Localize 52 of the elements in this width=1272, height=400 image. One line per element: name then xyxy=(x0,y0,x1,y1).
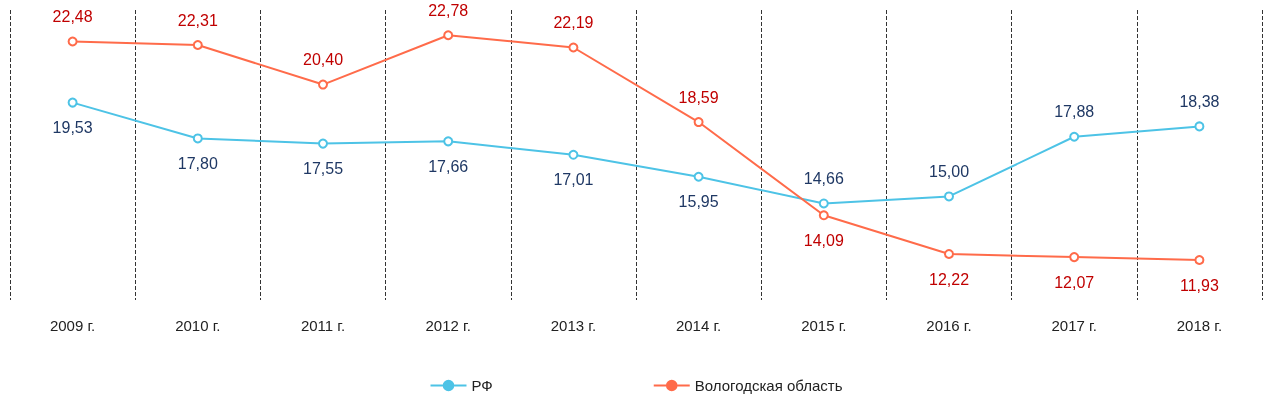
x-tick-label: 2016 г. xyxy=(926,317,972,334)
point xyxy=(67,36,78,47)
data-label: 17,88 xyxy=(1054,103,1095,121)
x-tick-label: 2014 г. xyxy=(675,317,722,334)
point xyxy=(67,97,78,108)
data-label: 20,40 xyxy=(302,51,344,69)
point xyxy=(818,198,829,209)
point xyxy=(318,138,328,149)
x-tick-label: 2017 г. xyxy=(1051,317,1097,334)
data-label: 14,09 xyxy=(803,231,844,249)
point xyxy=(1069,131,1080,142)
point xyxy=(318,79,328,90)
data-label: 17,80 xyxy=(177,154,218,172)
point xyxy=(944,249,954,260)
data-label: 17,55 xyxy=(302,160,344,178)
data-label: 12,07 xyxy=(1054,273,1095,291)
legend-label: РФ xyxy=(471,377,493,394)
point xyxy=(1194,255,1205,266)
data-label: 18,38 xyxy=(1179,92,1220,110)
x-tick-label: 2010 г. xyxy=(175,317,221,334)
data-label: 12,22 xyxy=(928,270,970,288)
data-label: 17,01 xyxy=(553,171,594,189)
point xyxy=(192,40,203,50)
data-label: 22,31 xyxy=(177,11,218,29)
x-tick-label: 2015 г. xyxy=(801,317,847,334)
point xyxy=(443,30,454,41)
point xyxy=(944,191,954,202)
data-label: 11,93 xyxy=(1179,276,1219,294)
point xyxy=(1194,121,1205,132)
point xyxy=(568,149,579,160)
point xyxy=(443,136,454,147)
data-label: 22,19 xyxy=(553,13,594,31)
data-label: 18,59 xyxy=(678,88,719,106)
point xyxy=(192,133,203,144)
data-label: 22,48 xyxy=(52,7,93,25)
x-tick-label: 2013 г. xyxy=(550,317,597,334)
point xyxy=(568,42,579,53)
point xyxy=(818,210,829,221)
x-tick-label: 2018 г. xyxy=(1176,317,1223,334)
x-tick-label: 2012 г. xyxy=(425,317,471,334)
data-label: 17,66 xyxy=(428,157,469,175)
x-tick-label: 2011 г. xyxy=(300,317,346,334)
legend-label: Вологодская область xyxy=(694,377,843,394)
data-label: 22,78 xyxy=(428,1,469,19)
data-label: 14,66 xyxy=(803,169,844,187)
data-label: 15,00 xyxy=(928,162,970,180)
point xyxy=(1069,252,1080,263)
point xyxy=(693,171,704,182)
data-label: 19,53 xyxy=(52,119,93,137)
x-tick-label: 2009 г. xyxy=(49,317,96,334)
point xyxy=(693,117,704,128)
data-label: 15,95 xyxy=(678,193,719,211)
